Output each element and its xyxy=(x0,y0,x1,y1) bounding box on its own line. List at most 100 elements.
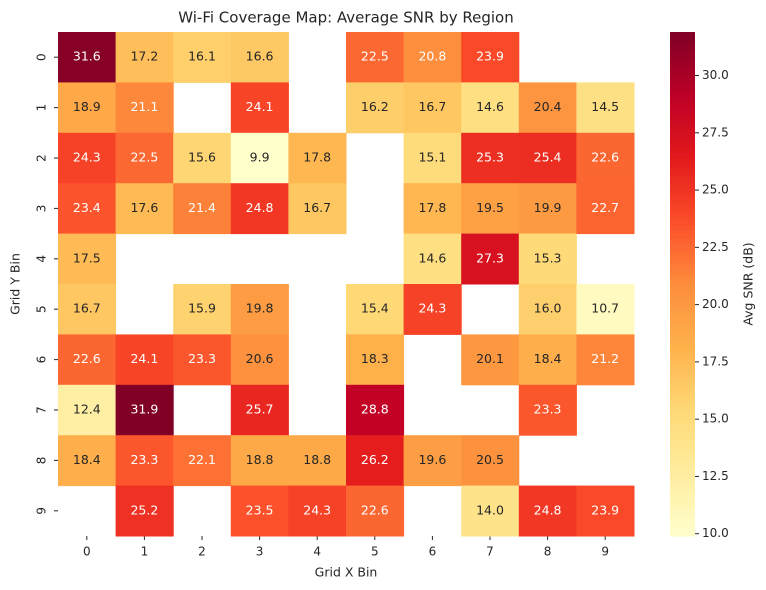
colorbar-segment xyxy=(670,439,695,445)
colorbar-segment xyxy=(670,141,695,146)
cell-label: 14.6 xyxy=(476,99,504,114)
cell-label: 22.5 xyxy=(130,150,158,165)
y-axis-label: Grid Y Bin xyxy=(8,253,23,315)
y-tick-label: 7 xyxy=(35,406,49,414)
cell-label: 28.8 xyxy=(361,402,389,417)
heatmap-cell xyxy=(58,32,117,83)
colorbar-segment xyxy=(670,338,695,344)
colorbar-segment xyxy=(670,405,695,411)
colorbar-segment xyxy=(670,431,695,436)
colorbar-segment xyxy=(670,435,695,440)
colorbar-segment xyxy=(670,502,695,508)
x-axis-label: Grid X Bin xyxy=(315,565,378,580)
heatmap-cell xyxy=(518,132,577,184)
colorbar-segment xyxy=(670,372,695,377)
heatmap-cell xyxy=(403,233,462,285)
colorbar-segment xyxy=(670,250,695,256)
colorbar-segment xyxy=(670,204,695,209)
cell-label: 17.8 xyxy=(303,150,331,165)
cell-label: 26.2 xyxy=(361,452,389,467)
colorbar-segment xyxy=(670,65,695,71)
colorbar-segment xyxy=(670,452,695,457)
heatmap-cell xyxy=(288,183,347,235)
y-tick-label: 2 xyxy=(35,154,49,162)
colorbar-segment xyxy=(670,418,695,424)
heatmap-cell xyxy=(58,435,117,487)
heatmap-cell xyxy=(58,183,117,235)
heatmap-cell xyxy=(518,233,577,285)
colorbar-segment xyxy=(670,414,695,419)
heatmap-cell xyxy=(58,82,117,134)
heatmap-cell xyxy=(115,183,174,235)
x-tick-label: 0 xyxy=(83,545,91,559)
colorbar-segment xyxy=(670,166,695,172)
heatmap-cell xyxy=(115,132,174,184)
cell-label: 22.5 xyxy=(361,49,389,64)
heatmap-cell xyxy=(461,485,520,537)
colorbar-segment xyxy=(670,456,695,461)
heatmap-cell xyxy=(461,435,520,487)
cell-label: 16.6 xyxy=(246,49,274,64)
heatmap-cell xyxy=(58,132,117,184)
colorbar-tick-label: 22.5 xyxy=(702,240,729,254)
x-tick-label: 9 xyxy=(601,545,609,559)
heatmap-cell xyxy=(115,435,174,487)
cell-label: 22.6 xyxy=(361,502,389,517)
colorbar-segment xyxy=(670,309,695,314)
colorbar-segment xyxy=(670,334,695,340)
heatmap-cell xyxy=(346,485,405,537)
cell-label: 31.9 xyxy=(130,402,158,417)
cell-label: 16.7 xyxy=(303,200,331,215)
colorbar-segment xyxy=(670,300,695,306)
colorbar-segment xyxy=(670,53,695,58)
cell-label: 18.8 xyxy=(303,452,331,467)
heatmap-cell xyxy=(173,334,232,386)
cell-label: 21.2 xyxy=(591,351,619,366)
colorbar-segment xyxy=(670,57,695,62)
colorbar-segment xyxy=(670,481,695,487)
heatmap-cell xyxy=(115,334,174,386)
colorbar-segment xyxy=(670,410,695,415)
colorbar-segment xyxy=(670,216,695,222)
heatmap-cell xyxy=(173,132,232,184)
heatmap-cell xyxy=(346,334,405,386)
colorbar-segment xyxy=(670,313,695,319)
cell-label: 25.7 xyxy=(246,402,274,417)
colorbar-segment xyxy=(670,523,695,529)
colorbar-segment xyxy=(670,174,695,180)
cell-label: 19.9 xyxy=(534,200,562,215)
colorbar-segment xyxy=(670,342,695,348)
cell-label: 19.5 xyxy=(476,200,504,215)
y-tick-label: 9 xyxy=(35,507,49,515)
cell-label: 15.4 xyxy=(361,301,389,316)
cell-label: 25.4 xyxy=(534,150,562,165)
colorbar-segment xyxy=(670,221,695,226)
cell-label: 24.3 xyxy=(73,150,101,165)
colorbar-segment xyxy=(670,527,695,533)
colorbar-segment xyxy=(670,246,695,251)
colorbar-segment xyxy=(670,116,695,121)
colorbar-segment xyxy=(670,401,695,407)
cell-label: 18.4 xyxy=(73,452,101,467)
colorbar-segment xyxy=(670,447,695,453)
heatmap-cell xyxy=(230,82,289,134)
cell-label: 21.1 xyxy=(130,99,158,114)
colorbar-segment xyxy=(670,111,695,117)
cell-label: 23.3 xyxy=(130,452,158,467)
colorbar-segment xyxy=(670,326,695,331)
colorbar-tick-label: 12.5 xyxy=(702,469,729,483)
heatmap-cell xyxy=(461,334,520,386)
heatmap-cell xyxy=(461,82,520,134)
colorbar-segment xyxy=(670,170,695,176)
colorbar-segment xyxy=(670,284,695,289)
colorbar-segment xyxy=(670,426,695,432)
colorbar-segment xyxy=(670,237,695,243)
cell-label: 27.3 xyxy=(476,250,504,265)
cell-label: 14.6 xyxy=(418,250,446,265)
heatmap-cell xyxy=(576,284,635,335)
cell-label: 18.8 xyxy=(246,452,274,467)
colorbar-label: Avg SNR (dB) xyxy=(741,242,756,325)
heatmap-cell xyxy=(576,82,635,134)
cell-label: 23.3 xyxy=(534,402,562,417)
cell-label: 23.4 xyxy=(73,200,101,215)
